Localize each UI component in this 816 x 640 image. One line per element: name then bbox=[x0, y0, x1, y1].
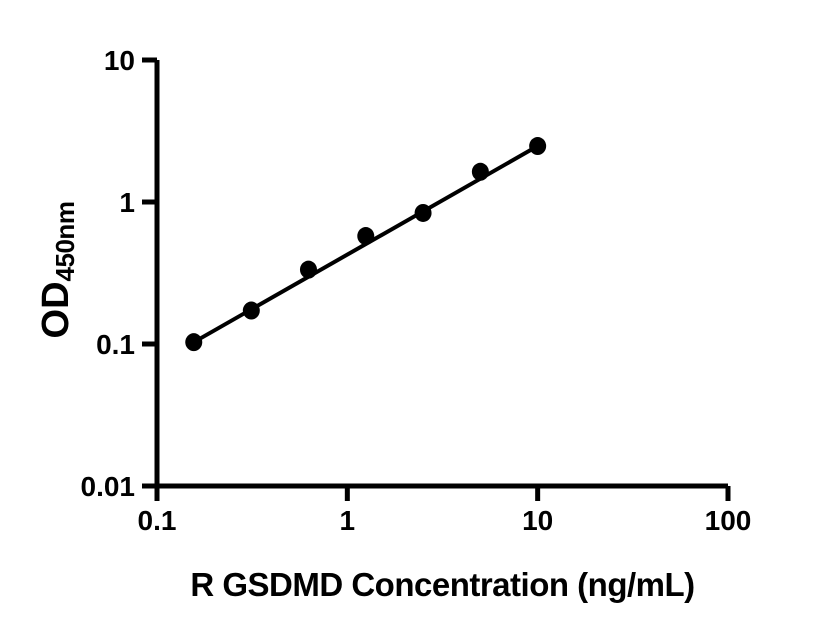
x-tick-label: 10 bbox=[522, 505, 553, 536]
x-tick-label: 1 bbox=[340, 505, 356, 536]
data-point-marker bbox=[471, 162, 489, 181]
data-point-marker bbox=[414, 203, 432, 222]
data-series bbox=[185, 137, 547, 352]
data-point-marker bbox=[299, 260, 317, 279]
y-tick-label: 1 bbox=[119, 187, 135, 218]
y-tick-label: 0.01 bbox=[81, 471, 136, 502]
x-tick-label: 0.1 bbox=[138, 505, 177, 536]
data-point-marker bbox=[529, 137, 547, 156]
data-point-marker bbox=[357, 227, 375, 246]
y-axis-title-main: OD bbox=[35, 281, 78, 339]
x-axis-title: R GSDMD Concentration (ng/mL) bbox=[190, 566, 695, 603]
y-tick-label: 0.1 bbox=[96, 329, 135, 360]
data-point-marker bbox=[242, 301, 260, 320]
y-tick-label: 10 bbox=[104, 45, 135, 76]
y-axis-title-subscript: 450nm bbox=[49, 201, 80, 282]
y-axis-title: OD450nm bbox=[35, 202, 81, 339]
x-tick-label: 100 bbox=[705, 505, 752, 536]
data-point-marker bbox=[185, 333, 203, 352]
